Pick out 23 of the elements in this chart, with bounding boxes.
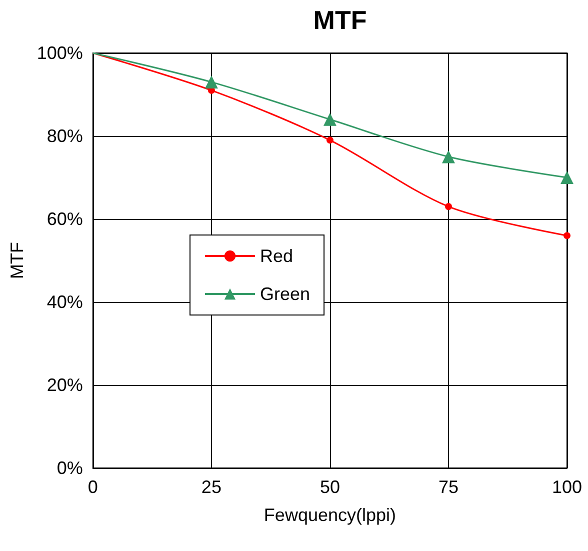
point: [326, 136, 334, 144]
legend-label: Green: [260, 284, 310, 304]
point: [204, 76, 218, 89]
chart-title: MTF: [313, 5, 367, 35]
point: [564, 232, 570, 240]
y-tick-label: 0%: [56, 458, 83, 478]
point: [560, 171, 574, 184]
x-tick-label: 25: [201, 477, 222, 497]
y-tick-label: 60%: [46, 209, 83, 229]
x-tick-label: 0: [88, 477, 98, 497]
point: [323, 112, 336, 126]
x-tick-label: 75: [438, 477, 458, 497]
point: [442, 150, 455, 164]
x-tick-label: 100: [552, 477, 582, 497]
legend-label: Red: [260, 246, 294, 266]
y-tick-label: 20%: [46, 375, 83, 395]
y-tick-label: 80%: [46, 126, 83, 146]
x-tick-label: 50: [320, 477, 340, 497]
y-axis-title: MTF: [7, 242, 27, 279]
y-tick-label: 100%: [36, 43, 83, 63]
x-axis-title: Fewquency(lppi): [264, 505, 396, 525]
point: [444, 203, 452, 210]
y-tick-label: 40%: [46, 292, 83, 312]
